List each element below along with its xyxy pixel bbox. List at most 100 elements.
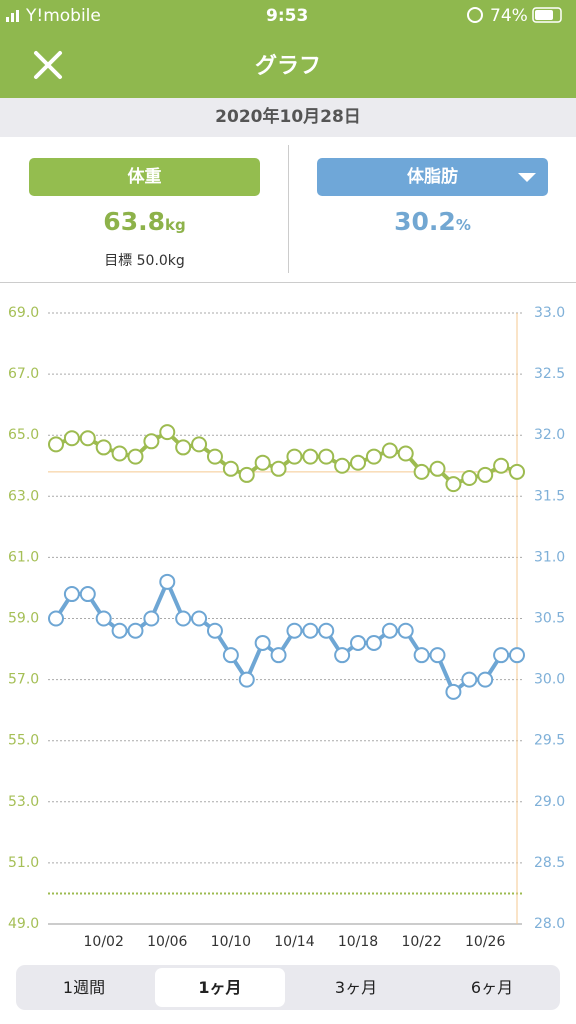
carrier: Y!mobile bbox=[26, 6, 101, 26]
data-point bbox=[79, 586, 96, 603]
header-icons bbox=[6, 7, 562, 79]
y2-tick-label: 33.0 bbox=[534, 305, 565, 321]
data-point bbox=[493, 647, 510, 664]
divider bbox=[288, 145, 289, 273]
data-point bbox=[254, 634, 271, 651]
data-point bbox=[95, 610, 112, 627]
y-tick-label: 53.0 bbox=[8, 794, 39, 810]
data-point bbox=[334, 647, 351, 664]
data-point bbox=[111, 445, 128, 462]
data-point bbox=[477, 671, 494, 688]
y2-tick-label: 31.5 bbox=[534, 488, 565, 504]
data-point bbox=[429, 647, 446, 664]
data-point bbox=[175, 439, 192, 456]
data-point bbox=[413, 647, 430, 664]
data-point bbox=[365, 448, 382, 465]
data-point bbox=[63, 586, 80, 603]
data-point bbox=[206, 448, 223, 465]
y-tick-label: 55.0 bbox=[8, 733, 39, 749]
data-point bbox=[397, 622, 414, 639]
y-tick-label: 51.0 bbox=[8, 855, 39, 871]
y2-tick-label: 30.5 bbox=[534, 611, 565, 627]
y2-tick-label: 29.5 bbox=[534, 733, 565, 749]
y2-tick-label: 28.5 bbox=[534, 855, 565, 871]
data-point bbox=[445, 683, 462, 700]
data-point bbox=[429, 460, 446, 477]
data-point bbox=[302, 622, 319, 639]
data-point bbox=[493, 457, 510, 474]
data-point bbox=[63, 430, 80, 447]
data-point bbox=[350, 634, 367, 651]
data-point bbox=[445, 476, 462, 493]
data-point bbox=[286, 448, 303, 465]
data-point bbox=[127, 448, 144, 465]
y2-tick-label: 29.0 bbox=[534, 794, 565, 810]
screen-title: グラフ bbox=[254, 54, 321, 79]
data-point bbox=[270, 647, 287, 664]
tab[interactable]: 1ヶ月 bbox=[155, 968, 285, 1007]
data-point bbox=[318, 448, 335, 465]
series-line bbox=[54, 579, 517, 694]
data-point bbox=[254, 454, 271, 471]
x-tick-label: 10/10 bbox=[211, 934, 251, 950]
data-point bbox=[238, 671, 255, 688]
data-point bbox=[222, 647, 239, 664]
weight-unit: kg bbox=[164, 216, 186, 234]
y2-tick-label: 30.0 bbox=[534, 672, 565, 688]
data-point bbox=[302, 448, 319, 465]
data-point bbox=[48, 610, 64, 627]
weight-button[interactable]: 体重 bbox=[29, 158, 260, 196]
y-tick-label: 65.0 bbox=[8, 427, 39, 443]
summary: 体重 63.8kg 目標 50.0kg 体脂肪 30.2% bbox=[0, 137, 576, 283]
weight-reading: 63.8kg bbox=[29, 207, 260, 236]
y-tick-label: 59.0 bbox=[8, 611, 39, 627]
data-point bbox=[286, 622, 303, 639]
tab[interactable]: 3ヶ月 bbox=[334, 978, 378, 997]
fat-button[interactable]: 体脂肪 bbox=[317, 158, 548, 196]
fat-label: 体脂肪 bbox=[407, 167, 458, 187]
data-point bbox=[127, 622, 144, 639]
y-tick-label: 49.0 bbox=[8, 916, 39, 932]
y2-tick-label: 32.0 bbox=[534, 427, 565, 443]
weight-goal: 目標 50.0kg bbox=[104, 253, 185, 269]
fat-value: 30.2 bbox=[394, 207, 456, 236]
x-tick-label: 10/22 bbox=[401, 934, 441, 950]
data-point bbox=[48, 436, 64, 453]
tab[interactable]: 1週間 bbox=[62, 978, 106, 997]
data-point bbox=[381, 442, 398, 459]
date: 2020年10月28日 bbox=[0, 98, 576, 137]
data-point bbox=[413, 463, 430, 480]
header: Y!mobile 9:53 74% グラフ bbox=[0, 0, 576, 98]
data-point bbox=[461, 671, 478, 688]
chart: 49.0 51.0 53.0 55.0 57.0 59.0 61.0 63.0 65.0 67.0… bbox=[8, 305, 565, 950]
data-point bbox=[477, 466, 494, 483]
data-point bbox=[350, 454, 367, 471]
data-point bbox=[397, 445, 414, 462]
y-tick-label: 57.0 bbox=[8, 672, 39, 688]
data-point bbox=[222, 460, 239, 477]
dropdown-arrow bbox=[518, 173, 536, 182]
data-point bbox=[461, 469, 478, 486]
data-point bbox=[175, 610, 192, 627]
x-tick-label: 10/14 bbox=[274, 934, 314, 950]
data-point bbox=[111, 622, 128, 639]
data-point bbox=[206, 622, 223, 639]
data-point bbox=[270, 460, 287, 477]
y2-tick-label: 28.0 bbox=[534, 916, 565, 932]
y2-tick-label: 31.0 bbox=[534, 549, 565, 565]
data-point bbox=[191, 610, 208, 627]
y2-tick-label: 32.5 bbox=[534, 366, 565, 382]
clock: 9:53 bbox=[266, 6, 309, 26]
range-tabs: 1週間 1ヶ月 3ヶ月 6ヶ月 bbox=[16, 965, 560, 1010]
data-point bbox=[365, 634, 382, 651]
data-point bbox=[509, 647, 525, 664]
data-point bbox=[143, 433, 160, 450]
close-icon[interactable] bbox=[34, 51, 62, 79]
data-point bbox=[381, 622, 398, 639]
x-tick-label: 10/18 bbox=[338, 934, 378, 950]
x-tick-label: 10/26 bbox=[465, 934, 505, 950]
tab[interactable]: 6ヶ月 bbox=[470, 978, 514, 997]
weight-value: 63.8 bbox=[103, 207, 165, 236]
data-point bbox=[95, 439, 112, 456]
